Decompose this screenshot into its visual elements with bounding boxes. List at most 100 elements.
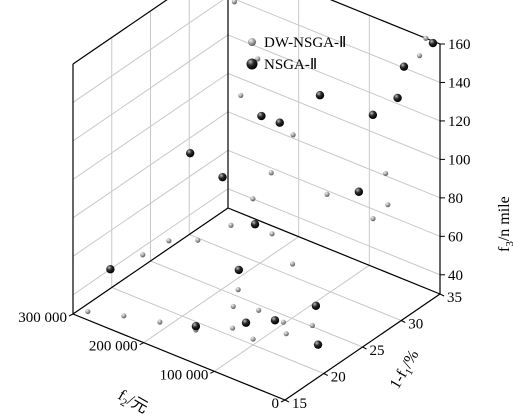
y-tick-label: 15 bbox=[292, 396, 307, 412]
legend-marker-nsga bbox=[246, 58, 258, 70]
point-dw-nsga bbox=[235, 287, 241, 293]
x-tick-mark bbox=[210, 370, 215, 374]
y-tick-mark bbox=[284, 399, 290, 403]
point-dw-nsga bbox=[157, 319, 163, 325]
frame-edge bbox=[72, 0, 168, 65]
point-dw-nsga bbox=[283, 331, 289, 337]
legend-marker-dw-nsga bbox=[248, 38, 256, 46]
point-nsga bbox=[393, 93, 402, 103]
x-tick-label: 200 000 bbox=[89, 339, 138, 355]
point-nsga bbox=[315, 91, 325, 100]
tick-labels: 0 100 000 200 000 300 000 15 20 25 30 35 40 60 80 10… bbox=[18, 37, 470, 412]
z-axis-label: f3/n mile bbox=[496, 196, 514, 252]
point-nsga bbox=[250, 220, 260, 229]
point-dw-nsga bbox=[370, 216, 376, 222]
x-tick-label: 300 000 bbox=[18, 310, 67, 326]
y-tick-label: 30 bbox=[408, 317, 423, 333]
z-tick-label: 100 bbox=[448, 152, 471, 168]
z-tick-label: 160 bbox=[448, 37, 471, 53]
z-tick-label: 140 bbox=[448, 75, 471, 91]
frame-edge bbox=[329, 0, 441, 45]
point-dw-nsga bbox=[255, 56, 261, 62]
point-dw-nsga bbox=[309, 322, 315, 329]
gridline bbox=[72, 0, 224, 103]
point-dw-nsga bbox=[85, 308, 91, 315]
gridline bbox=[72, 188, 229, 296]
y-tick-label: 20 bbox=[331, 370, 346, 386]
point-dw-nsga bbox=[195, 237, 201, 243]
y-axis-label: 1-f1/% bbox=[387, 347, 425, 393]
point-dw-nsga bbox=[324, 191, 330, 197]
gridline bbox=[189, 234, 402, 321]
point-nsga bbox=[241, 318, 251, 327]
x-tick-mark bbox=[280, 399, 286, 403]
legend-label-nsga: NSGA-Ⅱ bbox=[264, 57, 317, 73]
frame-edge bbox=[72, 313, 286, 401]
gridline bbox=[72, 149, 229, 257]
x-axis-label: f2/元 bbox=[114, 387, 151, 414]
point-nsga bbox=[270, 316, 280, 325]
x-tick-label: 0 bbox=[272, 396, 280, 412]
point-nsga bbox=[185, 148, 195, 158]
gridline bbox=[227, 34, 441, 122]
point-dw-nsga bbox=[383, 170, 389, 177]
point-dw-nsga bbox=[250, 336, 256, 342]
point-dw-nsga bbox=[385, 202, 391, 208]
point-dw-nsga bbox=[230, 303, 236, 310]
y-tick-label: 25 bbox=[370, 343, 385, 359]
z-tick-label: 40 bbox=[448, 268, 463, 284]
point-dw-nsga bbox=[269, 231, 275, 237]
axis-frame bbox=[68, 0, 445, 403]
point-nsga bbox=[106, 265, 115, 274]
point-nsga bbox=[275, 118, 284, 127]
point-nsga bbox=[218, 172, 227, 182]
legend-label-dw-nsga: DW-NSGA-Ⅱ bbox=[264, 35, 346, 51]
x-tick-mark bbox=[68, 313, 74, 317]
point-nsga bbox=[368, 110, 378, 120]
point-dw-nsga bbox=[166, 238, 172, 244]
y-tick-mark bbox=[401, 320, 406, 323]
point-dw-nsga bbox=[231, 0, 237, 5]
point-dw-nsga bbox=[228, 222, 234, 228]
point-dw-nsga bbox=[290, 132, 296, 138]
data-points bbox=[85, 0, 438, 349]
gridline bbox=[72, 72, 229, 180]
frame-edge bbox=[227, 207, 441, 295]
gridline bbox=[227, 188, 441, 276]
y-tick-mark bbox=[362, 346, 367, 350]
point-dw-nsga bbox=[268, 170, 274, 176]
gridline bbox=[227, 72, 441, 160]
point-nsga bbox=[311, 301, 321, 310]
z-tick-label: 80 bbox=[448, 191, 463, 207]
point-dw-nsga bbox=[238, 92, 244, 99]
y-tick-label: 35 bbox=[447, 290, 462, 306]
gridline bbox=[150, 260, 363, 348]
point-nsga bbox=[354, 187, 364, 196]
z-tick-label: 60 bbox=[448, 229, 463, 245]
point-dw-nsga bbox=[289, 261, 296, 267]
x-tick-mark bbox=[139, 342, 144, 346]
point-nsga bbox=[257, 111, 266, 121]
point-dw-nsga bbox=[250, 196, 256, 202]
gridline bbox=[227, 149, 441, 237]
gridline bbox=[72, 34, 229, 142]
point-nsga bbox=[234, 265, 244, 275]
point-nsga bbox=[428, 38, 438, 48]
x-tick-label: 100 000 bbox=[160, 367, 209, 383]
point-nsga bbox=[191, 322, 201, 331]
point-dw-nsga bbox=[416, 53, 423, 59]
y-tick-mark bbox=[323, 373, 328, 376]
frame-edge bbox=[72, 207, 229, 315]
point-dw-nsga bbox=[140, 252, 146, 258]
gridline bbox=[111, 287, 324, 374]
point-dw-nsga bbox=[256, 307, 262, 313]
legend: DW-NSGA-Ⅱ NSGA-Ⅱ bbox=[246, 35, 346, 73]
point-dw-nsga bbox=[121, 313, 127, 319]
point-nsga bbox=[399, 62, 409, 71]
point-dw-nsga bbox=[280, 319, 286, 325]
gridline bbox=[227, 111, 441, 199]
point-dw-nsga bbox=[423, 35, 429, 41]
gridline bbox=[72, 111, 229, 219]
z-tick-label: 120 bbox=[448, 114, 471, 130]
